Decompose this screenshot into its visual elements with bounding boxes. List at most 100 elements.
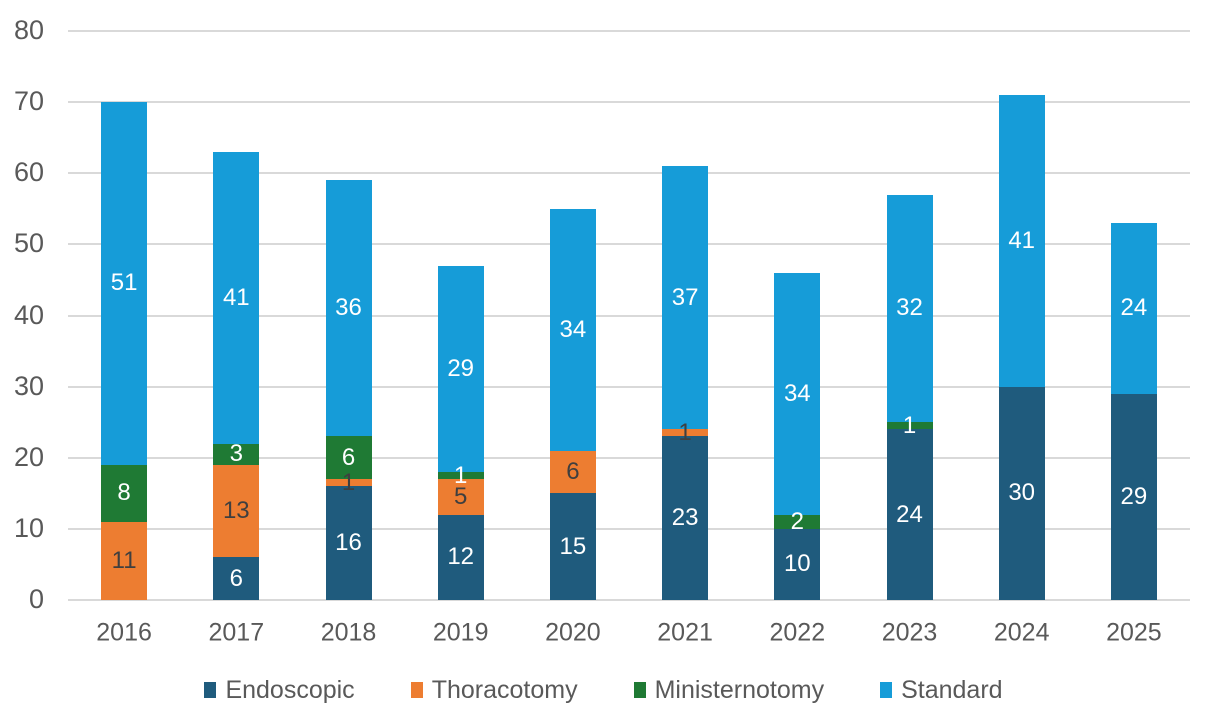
bar-segment-ministernotomy-2018	[325, 436, 372, 480]
legend: Endoscopic Thoracotomy Ministernotomy Stand…	[0, 674, 1207, 706]
x-axis-label-2020: 2020	[545, 618, 601, 647]
bar-segment-endoscopic-2017	[213, 557, 260, 600]
gridline	[68, 101, 1190, 104]
legend-swatch-ministernotomy-icon	[633, 682, 646, 698]
bar-segment-ministernotomy-2017	[213, 443, 260, 465]
bar-segment-standard-2024	[998, 95, 1045, 387]
bar-segment-standard-2018	[325, 180, 372, 437]
bar-segment-thoracotomy-2018	[325, 479, 372, 487]
bar-segment-endoscopic-2018	[325, 486, 372, 600]
data-label-endoscopic-2017: 6	[229, 564, 243, 592]
x-axis-label-2025: 2025	[1106, 618, 1162, 647]
bar-segment-standard-2020	[549, 208, 596, 451]
data-label-standard-2025: 24	[1120, 294, 1148, 322]
legend-swatch-endoscopic-icon	[204, 682, 217, 698]
legend-label-standard: Standard	[901, 675, 1003, 704]
data-label-standard-2016: 51	[110, 269, 138, 297]
data-label-endoscopic-2025: 29	[1120, 482, 1148, 510]
bar-segment-standard-2021	[662, 166, 709, 430]
legend-item-endoscopic: Endoscopic	[204, 675, 355, 704]
bar-segment-ministernotomy-2019	[437, 471, 484, 480]
x-axis-label-2024: 2024	[993, 618, 1050, 647]
data-label-standard-2022: 34	[783, 379, 811, 407]
data-label-thoracotomy-2021: 1	[678, 418, 692, 446]
bar-segment-thoracotomy-2020	[549, 450, 596, 494]
x-axis-label-2017: 2017	[208, 618, 265, 647]
data-label-standard-2018: 36	[335, 294, 362, 322]
x-axis-label-2019: 2019	[432, 618, 489, 647]
data-label-standard-2019: 29	[447, 354, 475, 382]
bar-segment-ministernotomy-2023	[886, 422, 933, 430]
bar-segment-standard-2023	[886, 194, 933, 423]
bar-segment-standard-2022	[774, 272, 821, 515]
y-axis-tick-label: 30	[13, 370, 44, 401]
x-axis-label-2016: 2016	[96, 618, 152, 647]
data-label-thoracotomy-2017: 13	[222, 497, 250, 525]
bar-segment-endoscopic-2024	[998, 386, 1045, 600]
bar-segment-standard-2019	[437, 265, 484, 472]
x-axis-label-2023: 2023	[881, 618, 938, 647]
data-label-endoscopic-2023: 24	[896, 500, 923, 528]
y-axis-tick-label: 50	[13, 228, 44, 259]
gridline	[68, 243, 1190, 246]
x-axis-label-2022: 2022	[769, 618, 826, 647]
legend-item-thoracotomy: Thoracotomy	[410, 675, 578, 704]
x-axis-label-2021: 2021	[657, 618, 713, 647]
data-label-thoracotomy-2019: 5	[454, 482, 468, 510]
data-label-thoracotomy-2018: 1	[341, 468, 356, 496]
gridline	[68, 314, 1190, 317]
bar-segment-standard-2017	[213, 151, 260, 444]
bar-segment-standard-2025	[1110, 223, 1157, 394]
bar-segment-thoracotomy-2019	[437, 479, 484, 515]
data-label-thoracotomy-2016: 11	[111, 546, 137, 574]
bar-segment-endoscopic-2019	[437, 514, 484, 600]
y-axis-tick-label: 0	[28, 583, 44, 614]
gridline	[68, 30, 1190, 32]
y-axis-tick-label: 40	[13, 299, 44, 330]
data-label-ministernotomy-2019: 1	[454, 461, 468, 489]
legend-item-ministernotomy: Ministernotomy	[633, 675, 825, 704]
y-axis-tick-label: 80	[13, 14, 44, 45]
data-label-standard-2023: 32	[896, 294, 923, 322]
legend-label-thoracotomy: Thoracotomy	[431, 675, 578, 704]
data-label-standard-2021: 37	[671, 283, 699, 311]
data-label-endoscopic-2019: 12	[447, 543, 475, 571]
gridline	[68, 599, 1190, 601]
gridline	[68, 172, 1190, 175]
bar-segment-endoscopic-2020	[549, 493, 596, 600]
bar-segment-endoscopic-2022	[774, 528, 821, 600]
bar-segment-endoscopic-2023	[886, 429, 933, 600]
data-label-endoscopic-2021: 23	[671, 504, 699, 532]
bar-segment-thoracotomy-2021	[662, 429, 709, 437]
bar-segment-ministernotomy-2016	[101, 464, 148, 522]
x-axis-label-2018: 2018	[320, 618, 377, 647]
legend-swatch-standard-icon	[880, 682, 893, 698]
data-label-ministernotomy-2017: 3	[229, 440, 243, 468]
bar-segment-ministernotomy-2022	[774, 514, 821, 529]
y-axis-tick-label: 70	[13, 86, 44, 117]
y-axis-tick-label: 60	[13, 157, 44, 188]
bar-segment-thoracotomy-2016	[101, 521, 148, 600]
legend-label-ministernotomy: Ministernotomy	[654, 675, 825, 704]
bar-segment-thoracotomy-2017	[213, 464, 260, 558]
y-axis-tick-label: 10	[13, 512, 44, 543]
legend-label-endoscopic: Endoscopic	[225, 675, 355, 704]
gridline	[68, 527, 1190, 530]
data-label-standard-2017: 41	[222, 283, 250, 311]
data-label-standard-2020: 34	[559, 315, 587, 343]
bar-segment-standard-2016	[101, 102, 148, 465]
data-label-ministernotomy-2016: 8	[117, 479, 131, 507]
data-label-ministernotomy-2018: 6	[341, 443, 356, 471]
y-axis-tick-label: 20	[13, 441, 44, 472]
data-label-endoscopic-2022: 10	[783, 550, 811, 578]
data-label-endoscopic-2018: 16	[335, 529, 362, 557]
data-label-endoscopic-2024: 30	[1008, 479, 1036, 507]
data-label-standard-2024: 41	[1008, 226, 1036, 254]
data-label-endoscopic-2020: 15	[559, 532, 587, 560]
gridline	[68, 456, 1190, 459]
bar-segment-endoscopic-2021	[662, 436, 709, 600]
data-label-ministernotomy-2023: 1	[902, 411, 917, 439]
bar-segment-endoscopic-2025	[1110, 393, 1157, 600]
